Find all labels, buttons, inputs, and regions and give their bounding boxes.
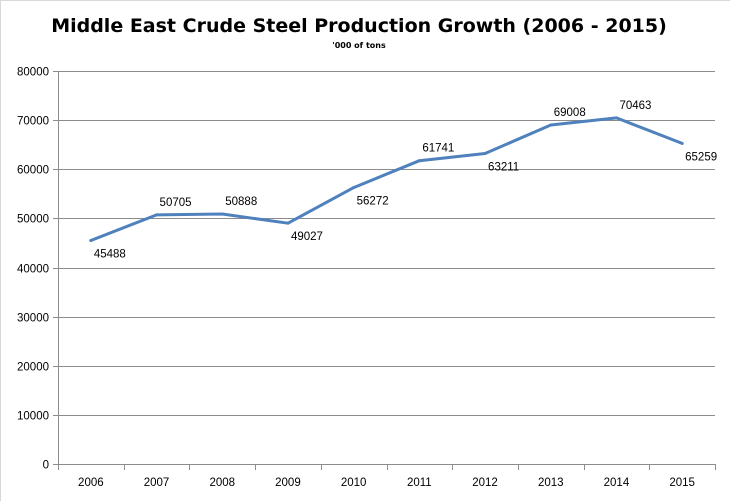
y-tick-label: 70000 [17,116,49,128]
x-tick-label-2006: 2006 [78,477,104,489]
data-point-2013 [549,123,553,127]
x-tick-label-2011: 2011 [407,477,432,489]
data-point-2014 [614,116,618,120]
chart-subtitle: '000 of tons [332,41,386,50]
x-tick-label-2014: 2014 [604,477,630,489]
y-tick-label: 40000 [17,264,49,276]
data-point-2010 [352,186,356,190]
y-axis-tick-labels: 0 10000 20000 30000 40000 50000 60000 70000 8000… [17,67,49,472]
series-line-0 [89,116,684,242]
y-tick-label: 20000 [17,362,49,374]
x-tick-label-2009: 2009 [275,477,301,489]
data-label-2011: 61741 [422,143,454,155]
x-tick-label-2013: 2013 [538,477,564,489]
gridlines [58,71,715,416]
x-tick-label-2012: 2012 [472,477,498,489]
data-labels: 45488 50705 50888 49027 56272 61741 63211 69008… [94,100,717,261]
data-point-2008 [220,212,224,216]
y-tick-label: 80000 [17,67,49,79]
series-layer [89,116,684,243]
data-label-2013: 69008 [554,107,586,119]
x-tick-label-2007: 2007 [144,477,170,489]
axes [53,71,716,470]
data-label-2014: 70463 [619,100,651,112]
data-point-2007 [155,213,159,217]
x-tick-label-2010: 2010 [341,477,367,489]
x-axis-tick-labels: 2006 2007 2008 2009 2010 2011 2012 2013 2014 2015 [78,477,695,489]
chart-title: Middle East Crude Steel Production Growt… [51,15,667,37]
data-label-2006: 45488 [94,249,126,261]
x-tick-label-2008: 2008 [209,477,235,489]
data-label-2008: 50888 [225,196,257,208]
data-point-2006 [89,239,93,243]
data-point-2009 [286,221,290,225]
data-label-2007: 50705 [160,197,192,209]
data-point-2012 [483,151,487,155]
y-tick-label: 0 [43,460,49,472]
y-tick-label: 60000 [17,165,49,177]
data-label-2012: 63211 [488,161,519,173]
data-label-2010: 56272 [357,196,389,208]
x-tick-label-2015: 2015 [669,477,695,489]
y-tick-label: 30000 [17,313,49,325]
data-point-2015 [680,141,684,145]
data-label-2009: 49027 [291,231,323,243]
y-tick-label: 10000 [17,411,49,423]
data-point-2011 [417,159,421,163]
data-label-2015: 65259 [685,151,717,163]
y-tick-label: 50000 [17,214,49,226]
